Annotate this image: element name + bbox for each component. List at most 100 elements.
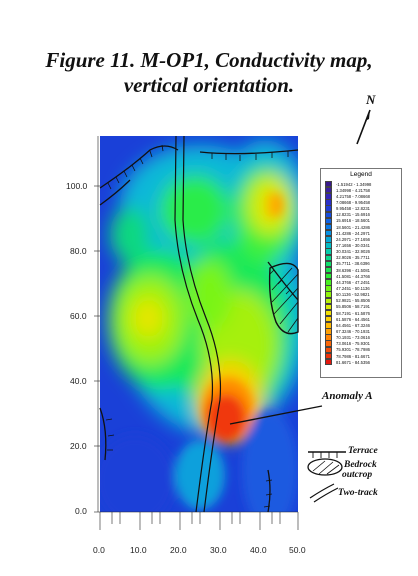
key-two-track-label: Two-track [338,488,378,498]
legend-label: 52.9821 - 55.8506 [336,298,370,304]
x-tick-label: 20.0 [170,545,187,555]
legend-box: Legend -1.51942 - 1.34998 1.34998 - 4.217… [320,168,402,378]
legend-label: -1.51942 - 1.34998 [336,181,372,187]
legend-swatch [325,180,332,188]
legend-swatch [325,205,332,212]
legend-label: 38.6396 - 41.5081 [336,267,370,273]
legend-label: 15.6916 - 18.5601 [336,218,370,224]
legend-label: 12.8231 - 15.6916 [336,212,370,218]
legend-entry: 9.95458 - 12.8231 [321,205,401,212]
legend-entry: 47.2451 - 50.1136 [321,285,401,292]
key-two-track-symbol [309,483,339,503]
legend-entry: 55.8506 - 58.7191 [321,303,401,311]
legend-label: 75.9301 - 78.7986 [336,347,370,353]
legend-swatch [325,340,332,347]
anomaly-label: Anomaly A [322,390,373,402]
legend-swatch [325,291,332,298]
legend-label: 81.6671 - 84.5356 [336,359,370,365]
legend-swatch [325,303,332,311]
legend-entry: 30.0341 - 32.9026 [321,248,401,255]
legend-swatch [325,211,332,219]
legend-swatch [325,254,332,262]
anomaly-leader-line [229,405,323,425]
legend-swatch [325,266,332,274]
legend-label: 7.08668 - 9.95458 [336,199,370,205]
legend-swatch [325,285,332,292]
y-tick-label: 20.0 [70,441,87,451]
legend-label: 67.3246 - 70.1931 [336,328,370,334]
legend-label: 44.3766 - 47.2451 [336,279,370,285]
key-bedrock-label-2: outcrop [342,470,373,480]
legend-entry: 73.0616 - 75.9301 [321,340,401,347]
legend-label: 47.2451 - 50.1136 [336,285,370,291]
legend-label: 64.4561 - 67.3246 [336,322,370,328]
legend-entry: 41.5081 - 44.3766 [321,272,401,280]
legend-entry: 61.5876 - 64.4561 [321,315,401,323]
legend-entry: 38.6396 - 41.5081 [321,266,401,274]
y-tick-label: 40.0 [70,376,87,386]
legend-swatch [325,223,332,231]
key-terrace-symbol [308,451,346,458]
y-tick-label: 80.0 [70,246,87,256]
legend-entry: -1.51942 - 1.34998 [321,180,401,188]
legend-swatch [325,358,332,366]
north-arrow: N [352,92,382,155]
x-tick-label: 40.0 [250,545,267,555]
legend-entry: 78.7986 - 81.6671 [321,352,401,360]
legend-title: Legend [350,171,372,178]
x-tick-label: 30.0 [210,545,227,555]
legend-swatch [325,272,332,280]
legend-label: 35.7711 - 38.6396 [336,261,370,267]
legend-swatch [325,352,332,360]
legend-label: 1.34998 - 4.21758 [336,187,370,193]
y-tick-label: 100.0 [66,181,88,191]
legend-label: 70.1931 - 73.0616 [336,335,370,341]
legend-swatch [325,297,332,304]
legend-entry: 58.7191 - 61.5876 [321,309,401,317]
legend-entry: 18.5601 - 21.4286 [321,223,401,231]
legend-swatch [325,334,332,341]
legend-label: 58.7191 - 61.5876 [336,310,370,316]
legend-label: 4.21758 - 7.08668 [336,193,370,199]
y-tick-label: 60.0 [70,311,87,321]
legend-swatch [325,193,332,200]
legend-entry: 27.1656 - 30.0341 [321,242,401,249]
terrace-hatch [105,144,291,508]
legend-entry: 4.21758 - 7.08668 [321,193,401,200]
legend-swatch [325,322,332,329]
legend-entry: 81.6671 - 84.5356 [321,358,401,366]
legend-swatch [325,279,332,286]
legend-entry: 52.9821 - 55.8506 [321,297,401,304]
legend-swatch [325,346,332,354]
bedrock-outcrop [268,262,299,335]
legend-entries: -1.51942 - 1.34998 1.34998 - 4.21758 4.217… [321,180,401,366]
legend-swatch [325,242,332,249]
legend-swatch [325,260,332,268]
legend-swatch [325,328,332,335]
legend-label: 27.1656 - 30.0341 [336,242,370,248]
legend-entry: 32.9026 - 35.7711 [321,254,401,262]
legend-swatch [325,229,332,237]
key-bedrock-label-1: Bedrock [344,460,377,470]
legend-swatch [325,236,332,243]
figure-title-line1: Figure 11. M-OP1, Conductivity map, [45,48,373,72]
legend-label: 18.5601 - 21.4286 [336,224,370,230]
y-tick-label: 0.0 [75,506,87,516]
legend-entry: 75.9301 - 78.7986 [321,346,401,354]
legend-swatch [325,217,332,225]
terrace-lines [99,145,299,513]
legend-label: 55.8506 - 58.7191 [336,304,370,310]
key-bedrock-symbol [307,458,343,476]
legend-entry: 21.4286 - 24.2971 [321,229,401,237]
legend-label: 50.1136 - 52.9821 [336,292,370,298]
legend-swatch [325,315,332,323]
legend-entry: 15.6916 - 18.5601 [321,217,401,225]
legend-entry: 35.7711 - 38.6396 [321,260,401,268]
legend-label: 32.9026 - 35.7711 [336,255,370,261]
legend-label: 41.5081 - 44.3766 [336,273,370,279]
x-tick-label: 50.0 [289,545,306,555]
legend-label: 24.2971 - 27.1656 [336,236,370,242]
figure-title-line2: vertical orientation. [123,73,295,97]
two-track-road [174,135,222,513]
